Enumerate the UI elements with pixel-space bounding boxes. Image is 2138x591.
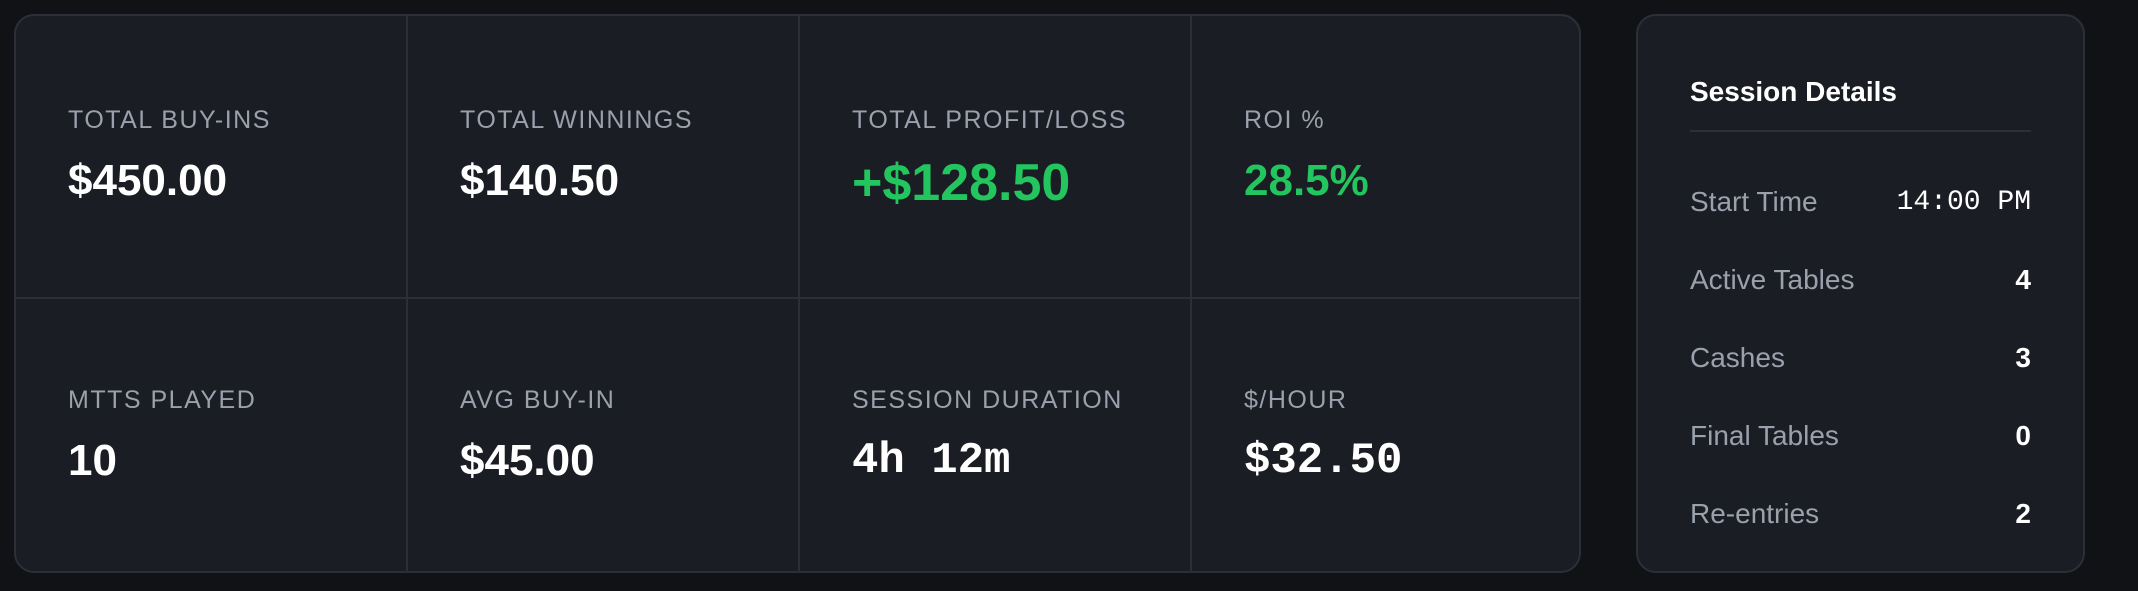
- stat-value: +$128.50: [852, 154, 1071, 212]
- stat-value: 4h 12m: [852, 436, 1011, 486]
- stat-session-duration: SESSION DURATION 4h 12m: [800, 299, 1192, 571]
- detail-label: Active Tables: [1690, 264, 1855, 295]
- detail-label: Re-entries: [1690, 498, 1820, 529]
- stat-label: SESSION DURATION: [852, 386, 1123, 414]
- stat-avg-buy-in: AVG BUY-IN $45.00: [408, 299, 800, 571]
- stat-roi: ROI % 28.5%: [1192, 16, 1579, 299]
- detail-row-cashes: Cashes 3: [1690, 338, 2031, 378]
- detail-row-final-tables: Final Tables 0: [1690, 416, 2031, 456]
- detail-value: 0: [2015, 420, 2031, 451]
- stat-per-hour: $/HOUR $32.50: [1192, 299, 1579, 571]
- stat-total-winnings: TOTAL WINNINGS $140.50: [408, 16, 800, 299]
- detail-value: 2: [2015, 498, 2031, 529]
- session-details-panel: Session Details Start Time 14:00 PM Acti…: [1636, 14, 2085, 573]
- stats-grid: TOTAL BUY-INS $450.00 TOTAL WINNINGS $14…: [14, 14, 1581, 573]
- stat-mtts-played: MTTS PLAYED 10: [16, 299, 408, 571]
- stat-label: $/HOUR: [1244, 386, 1348, 414]
- session-details-title: Session Details: [1690, 76, 1897, 107]
- stat-value: $140.50: [460, 156, 620, 205]
- stat-label: TOTAL WINNINGS: [460, 106, 694, 134]
- detail-row-start-time: Start Time 14:00 PM: [1690, 182, 2031, 222]
- detail-value: 4: [2015, 264, 2031, 295]
- stat-total-profit-loss: TOTAL PROFIT/LOSS +$128.50: [800, 16, 1192, 299]
- detail-label: Cashes: [1690, 342, 1785, 373]
- stat-label: ROI %: [1244, 106, 1326, 134]
- stat-value: 10: [68, 436, 117, 485]
- stat-value: $32.50: [1244, 436, 1403, 486]
- stat-value: 28.5%: [1244, 156, 1369, 205]
- divider: [1690, 130, 2031, 132]
- stat-value: $450.00: [68, 156, 228, 205]
- detail-value: 3: [2015, 342, 2031, 373]
- stat-label: TOTAL PROFIT/LOSS: [852, 106, 1128, 134]
- stat-label: MTTS PLAYED: [68, 386, 257, 414]
- detail-label: Final Tables: [1690, 420, 1839, 451]
- stat-value: $45.00: [460, 436, 595, 485]
- detail-row-re-entries: Re-entries 2: [1690, 494, 2031, 534]
- stat-label: TOTAL BUY-INS: [68, 106, 271, 134]
- detail-label: Start Time: [1690, 186, 1818, 217]
- detail-row-active-tables: Active Tables 4: [1690, 260, 2031, 300]
- stat-total-buy-ins: TOTAL BUY-INS $450.00: [16, 16, 408, 299]
- stat-label: AVG BUY-IN: [460, 386, 616, 414]
- detail-value: 14:00 PM: [1896, 186, 2031, 218]
